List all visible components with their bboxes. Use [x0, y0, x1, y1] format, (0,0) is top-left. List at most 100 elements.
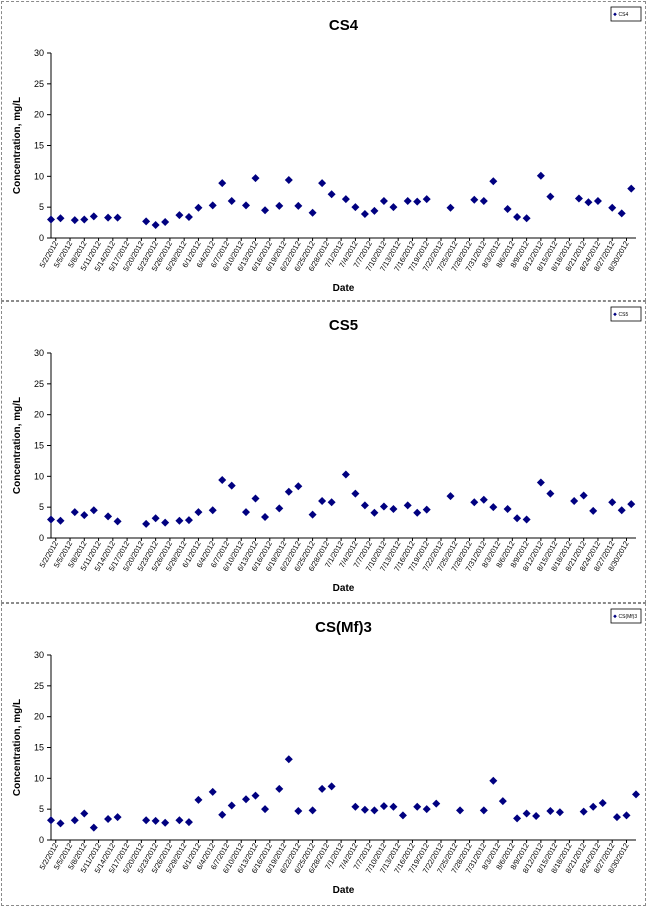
data-point: [574, 194, 583, 203]
data-point: [489, 177, 498, 186]
legend-box: [610, 608, 642, 624]
data-point: [151, 221, 160, 230]
data-point: [456, 806, 465, 815]
chart-title: CS4: [329, 17, 359, 34]
y-tick-label: 25: [34, 379, 44, 389]
data-point: [446, 203, 455, 212]
data-point: [308, 806, 317, 815]
data-point: [617, 506, 626, 515]
data-point: [341, 470, 350, 479]
legend-box: [610, 6, 642, 22]
data-point: [56, 819, 65, 828]
data-point: [479, 495, 488, 504]
data-point: [184, 516, 193, 525]
y-tick-label: 10: [34, 171, 44, 181]
data-point: [379, 197, 388, 205]
data-point: [318, 497, 327, 505]
legend: CS5: [610, 306, 642, 322]
data-point: [47, 215, 55, 224]
data-point: [275, 784, 284, 793]
data-point: [275, 504, 284, 513]
data-point: [627, 500, 636, 509]
data-point: [522, 515, 531, 524]
data-point: [251, 494, 260, 503]
data-point: [627, 184, 636, 193]
legend-label: CS4: [619, 12, 629, 18]
data-point: [503, 205, 512, 214]
data-point: [370, 508, 379, 517]
legend-label: CS5: [619, 312, 629, 318]
data-point: [70, 816, 79, 825]
data-point: [617, 209, 626, 218]
data-point: [142, 519, 151, 528]
data-point: [546, 192, 555, 201]
data-point: [284, 755, 293, 764]
data-point: [70, 216, 79, 225]
y-axis-label: Concentration, mg/L: [12, 397, 23, 494]
data-point: [589, 506, 598, 515]
data-point: [470, 195, 479, 204]
data-point: [546, 807, 555, 816]
data-point: [351, 203, 360, 212]
data-point: [184, 818, 193, 827]
data-point: [351, 489, 360, 498]
data-point: [151, 816, 160, 825]
data-point: [194, 508, 203, 517]
data-point: [422, 805, 431, 814]
y-tick-label: 15: [34, 441, 44, 451]
data-point: [308, 208, 317, 217]
data-point: [327, 498, 336, 507]
data-point: [56, 214, 65, 223]
data-point: [513, 213, 522, 222]
legend-marker: [613, 614, 617, 619]
data-point: [532, 811, 541, 820]
data-point: [318, 784, 327, 793]
data-point: [589, 802, 598, 811]
data-point: [446, 492, 455, 501]
data-point: [536, 171, 545, 180]
data-point: [175, 211, 184, 220]
data-point: [227, 197, 236, 205]
data-point: [194, 795, 203, 804]
data-point: [218, 476, 227, 485]
data-point: [432, 799, 441, 808]
y-tick-label: 0: [39, 835, 44, 845]
chart-title: CS(Mf)3: [315, 619, 372, 636]
data-point: [598, 799, 607, 807]
data-point: [327, 782, 336, 791]
data-point: [261, 805, 270, 814]
data-point: [327, 190, 336, 199]
data-point: [113, 813, 122, 822]
data-point: [56, 516, 65, 525]
data-point: [175, 516, 184, 525]
data-point: [294, 482, 303, 491]
data-point: [612, 813, 621, 822]
data-point: [104, 213, 113, 222]
data-point: [284, 176, 293, 185]
legend: CS4: [610, 6, 642, 22]
x-axis-label: Date: [333, 583, 355, 594]
data-point: [579, 491, 588, 500]
chart-svg-cs4: CS4CS40510152025305/2/20125/5/20125/8/20…: [12, 6, 642, 294]
data-point: [208, 201, 217, 210]
y-tick-label: 30: [34, 348, 44, 358]
y-axis-label: Concentration, mg/L: [12, 97, 23, 194]
y-tick-label: 20: [34, 110, 44, 120]
data-point: [546, 489, 555, 498]
data-point: [194, 203, 203, 212]
data-point: [522, 809, 531, 818]
data-point: [389, 203, 398, 212]
data-point: [422, 505, 431, 514]
data-point: [294, 201, 303, 210]
data-point: [104, 512, 113, 521]
data-point: [251, 791, 260, 800]
data-point: [593, 197, 602, 205]
data-point: [479, 806, 488, 815]
data-point: [80, 215, 89, 224]
data-point: [536, 478, 545, 487]
chart-panel-cs4: CS4 CS4 0 5 10 15 20 25 30 5/2/2012 5/5/2012 5/8/20…: [1, 1, 646, 301]
data-point: [422, 195, 431, 204]
data-point: [184, 213, 193, 222]
data-point: [479, 197, 488, 205]
y-tick-label: 25: [34, 79, 44, 89]
